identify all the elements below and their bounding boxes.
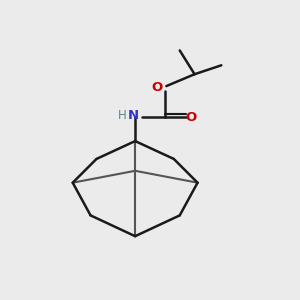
Text: N: N [128,109,139,122]
Text: O: O [151,81,162,94]
Text: O: O [185,111,197,124]
Text: H: H [118,109,127,122]
